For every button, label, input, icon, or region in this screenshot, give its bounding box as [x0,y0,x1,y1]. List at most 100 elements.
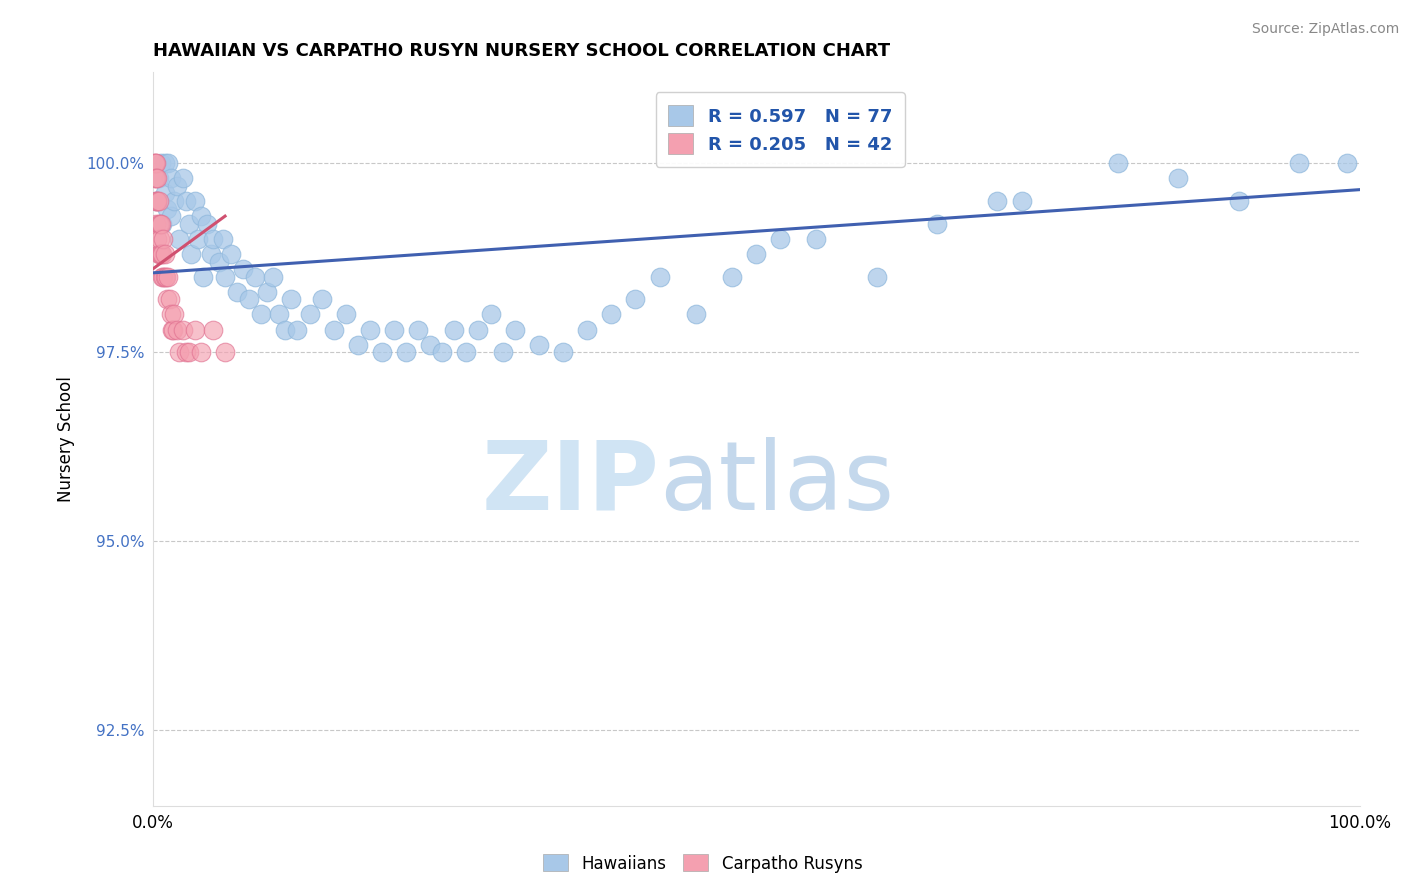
Point [359,322,381,336]
Point [148,217,170,231]
Point [153,269,176,284]
Point [149,247,172,261]
Point [721,269,744,284]
Point [156,293,179,307]
Point [298,308,321,322]
Point [167,232,190,246]
Point [159,209,181,223]
Point [150,217,173,231]
Point [159,293,181,307]
Point [172,171,194,186]
Point [177,217,200,231]
Point [986,194,1008,208]
Point [287,322,309,336]
Legend: Hawaiians, Carpatho Rusyns: Hawaiians, Carpatho Rusyns [537,847,869,880]
Point [156,202,179,216]
Point [269,308,291,322]
Point [176,345,198,359]
Point [250,308,273,322]
Point [395,345,418,359]
Point [685,308,707,322]
Point [166,178,188,193]
Point [150,247,173,261]
Point [214,269,236,284]
Point [157,156,180,170]
Point [177,345,200,359]
Point [322,322,344,336]
Point [155,269,177,284]
Point [148,194,170,208]
Point [195,217,218,231]
Point [166,322,188,336]
Point [159,308,181,322]
Point [256,285,278,299]
Point [467,322,489,336]
Point [184,322,207,336]
Point [145,171,167,186]
Point [371,345,394,359]
Point [152,269,174,284]
Point [624,293,647,307]
Point [150,156,173,170]
Point [1011,194,1033,208]
Point [150,217,173,231]
Point [201,322,224,336]
Point [146,232,169,246]
Point [150,247,173,261]
Point [226,285,249,299]
Point [193,269,215,284]
Point [153,247,176,261]
Point [262,269,284,284]
Point [160,322,183,336]
Point [245,269,267,284]
Point [232,262,254,277]
Point [190,345,212,359]
Point [346,337,368,351]
Point [335,308,357,322]
Point [201,232,224,246]
Point [1336,156,1358,170]
Point [162,322,184,336]
Point [152,232,174,246]
Point [153,156,176,170]
Point [806,232,828,246]
Point [145,194,167,208]
Point [145,194,167,208]
Point [143,171,166,186]
Point [419,337,441,351]
Point [143,156,166,170]
Point [149,217,172,231]
Point [925,217,948,231]
Point [503,322,526,336]
Point [145,156,167,170]
Point [311,293,333,307]
Point [146,194,169,208]
Point [143,156,166,170]
Point [167,345,190,359]
Point [1167,171,1189,186]
Point [146,171,169,186]
Point [1288,156,1310,170]
Point [648,269,671,284]
Text: ZIP: ZIP [482,437,659,530]
Point [148,171,170,186]
Point [190,209,212,223]
Point [148,247,170,261]
Point [491,345,513,359]
Point [382,322,405,336]
Point [479,308,502,322]
Point [1227,194,1250,208]
Text: HAWAIIAN VS CARPATHO RUSYN NURSERY SCHOOL CORRELATION CHART: HAWAIIAN VS CARPATHO RUSYN NURSERY SCHOO… [153,42,890,60]
Point [180,247,202,261]
Point [200,247,222,261]
Point [149,232,172,246]
Point [443,322,465,336]
Point [866,269,889,284]
Point [208,254,231,268]
Point [238,293,260,307]
Point [527,337,550,351]
Point [456,345,478,359]
Point [432,345,454,359]
Text: atlas: atlas [659,437,894,530]
Point [159,171,181,186]
